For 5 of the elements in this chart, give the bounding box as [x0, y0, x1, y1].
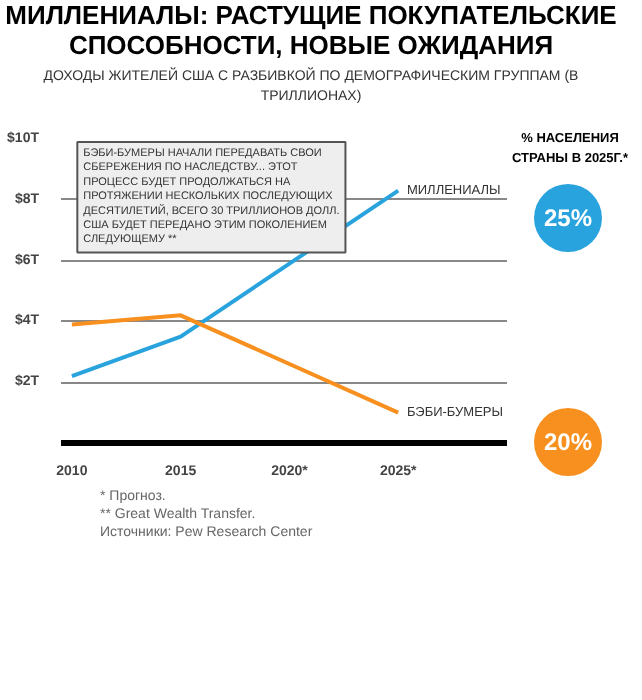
text: 25%: [534, 183, 602, 252]
chart-title: МИЛЛЕНИАЛЫ: РАСТУЩИЕ ПОКУПАТЕЛЬСКИЕ СПОСОБНОСТИ, НОВЫЕ ОЖИДАНИЯ: [3, 0, 619, 60]
line-series: [69, 189, 401, 379]
line-series: [69, 313, 401, 416]
text: 20%: [534, 407, 602, 476]
